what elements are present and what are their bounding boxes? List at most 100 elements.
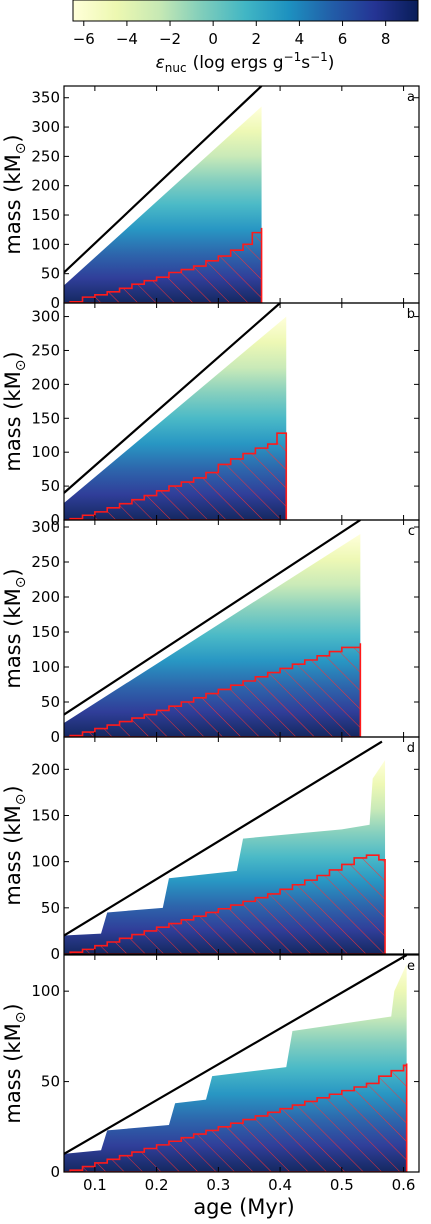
y-tick-label: 50 — [41, 265, 60, 283]
y-tick-label: 100 — [31, 853, 60, 871]
panel-a: 0 50 100 150 200 250 300 350 a mass (kM⊙) — [1, 85, 420, 312]
y-tick-label: 100 — [31, 982, 60, 1000]
y-axis-label-main: mass (kM — [1, 1023, 25, 1123]
y-tick-label: 150 — [31, 206, 60, 224]
y-tick-label: 300 — [31, 518, 60, 536]
panel-plot-area — [64, 520, 362, 737]
panel-letter: b — [407, 307, 415, 322]
panel-plot-area — [64, 740, 386, 954]
y-axis-label-close: ) — [1, 351, 25, 359]
y-tick-label: 150 — [31, 806, 60, 824]
panel-frame — [63, 954, 420, 1173]
y-axis-label-sub: ⊙ — [13, 143, 29, 155]
y-axis-label: mass (kM⊙) — [1, 134, 29, 254]
colorbar-tick-label: −2 — [159, 30, 181, 48]
colorbar-gradient — [72, 0, 419, 22]
y-tick-label: 350 — [31, 89, 60, 107]
y-axis-label-close: ) — [1, 568, 25, 576]
reference-line — [64, 955, 408, 1155]
y-tick-label: 100 — [31, 443, 60, 461]
y-axis-label-sub: ⊙ — [13, 794, 29, 806]
reference-line — [64, 520, 361, 716]
y-axis-label: mass (kM⊙) — [1, 568, 29, 688]
x-tick-label: 0.3 — [206, 1176, 230, 1194]
y-axis-label-close: ) — [1, 134, 25, 142]
colorbar-label-close: ) — [328, 53, 335, 73]
colorbar-label-exp2: −1 — [310, 50, 328, 64]
y-axis-label-sub: ⊙ — [13, 360, 29, 372]
colorbar-tick-label: 4 — [295, 30, 305, 48]
panel-frame — [63, 736, 420, 955]
envelope-fill — [64, 106, 262, 303]
reference-line — [64, 303, 281, 494]
y-tick-label: 250 — [31, 553, 60, 571]
core-outline — [64, 1063, 408, 1172]
y-tick-label: 50 — [41, 1073, 60, 1091]
y-tick-label: 250 — [31, 147, 60, 165]
panel-plot-area — [64, 303, 288, 520]
panel-d: 0 50 100 150 200 d mass (kM⊙) — [1, 736, 420, 963]
panel-letter: a — [407, 90, 415, 105]
y-tick-label: 200 — [31, 760, 60, 778]
core-hatch — [64, 227, 262, 303]
panel-letter: c — [408, 524, 415, 539]
y-tick-label: 50 — [41, 693, 60, 711]
y-tick-label: 0 — [50, 1163, 60, 1181]
x-tick-label: 0.4 — [268, 1176, 292, 1194]
colorbar-tick-label: −4 — [116, 30, 138, 48]
y-tick-label: 50 — [41, 899, 60, 917]
core-outline — [64, 432, 288, 520]
y-tick-label: 100 — [31, 658, 60, 676]
colorbar-label-mid: s — [301, 53, 310, 73]
panel-plot-area — [64, 955, 408, 1172]
y-tick-label: 0 — [50, 294, 60, 312]
core-hatch — [64, 643, 361, 737]
y-axis-label-main: mass (kM — [1, 371, 25, 471]
reference-line — [64, 740, 383, 937]
colorbar-label: εnuc (log ergs g−1s−1) — [156, 50, 335, 75]
panel-letter: e — [407, 959, 415, 974]
colorbar-tick-label: 0 — [208, 30, 218, 48]
y-tick-label: 150 — [31, 623, 60, 641]
core-hatch — [64, 433, 287, 520]
panel-plot-area — [64, 86, 263, 303]
y-axis-label-main: mass (kM — [1, 154, 25, 254]
x-tick-label: 0.2 — [145, 1176, 169, 1194]
y-axis-label-sub: ⊙ — [13, 577, 29, 589]
reference-line — [64, 86, 263, 274]
x-tick-label: 0.5 — [330, 1176, 354, 1194]
x-tick-label: 0.6 — [392, 1176, 416, 1194]
colorbar-label-rest: (log ergs g — [193, 53, 284, 73]
colorbar-label-exp1: −1 — [284, 50, 302, 64]
core-outline — [64, 227, 263, 303]
y-axis-label: mass (kM⊙) — [1, 785, 29, 905]
y-tick-label: 200 — [31, 588, 60, 606]
y-tick-label: 300 — [31, 118, 60, 136]
colorbar-label-epsilon: ε — [156, 53, 165, 73]
y-tick-label: 300 — [31, 308, 60, 326]
x-axis-label: age (Myr) — [193, 1195, 294, 1219]
y-tick-label: 0 — [50, 511, 60, 529]
colorbar-tick-label: 8 — [381, 30, 391, 48]
y-axis-label: mass (kM⊙) — [1, 1003, 29, 1123]
colorbar-ticks: −6 −4 −2 0 2 4 6 8 — [73, 21, 391, 48]
y-tick-label: 200 — [31, 375, 60, 393]
y-axis-label-main: mass (kM — [1, 805, 25, 905]
y-tick-label: 100 — [31, 235, 60, 253]
y-tick-label: 0 — [50, 945, 60, 963]
x-tick-label: 0.1 — [83, 1176, 107, 1194]
core-hatch — [64, 1063, 407, 1172]
panel-e: 0 50 100 e mass (kM⊙) 0.1 0.2 0.3 0.4 0.5 0.6 — [1, 954, 420, 1194]
panel-b: 0 50 100 150 200 250 300 b mass (kM⊙) — [1, 302, 420, 529]
y-tick-label: 50 — [41, 477, 60, 495]
colorbar-tick-label: −6 — [73, 30, 95, 48]
colorbar-label-sub: nuc — [165, 61, 187, 75]
core-outline — [64, 643, 362, 737]
panel-letter: d — [407, 741, 415, 756]
y-tick-label: 0 — [50, 728, 60, 746]
y-axis-label-close: ) — [1, 1003, 25, 1011]
y-axis-label-close: ) — [1, 785, 25, 793]
y-tick-label: 250 — [31, 341, 60, 359]
y-axis-label-main: mass (kM — [1, 588, 25, 688]
